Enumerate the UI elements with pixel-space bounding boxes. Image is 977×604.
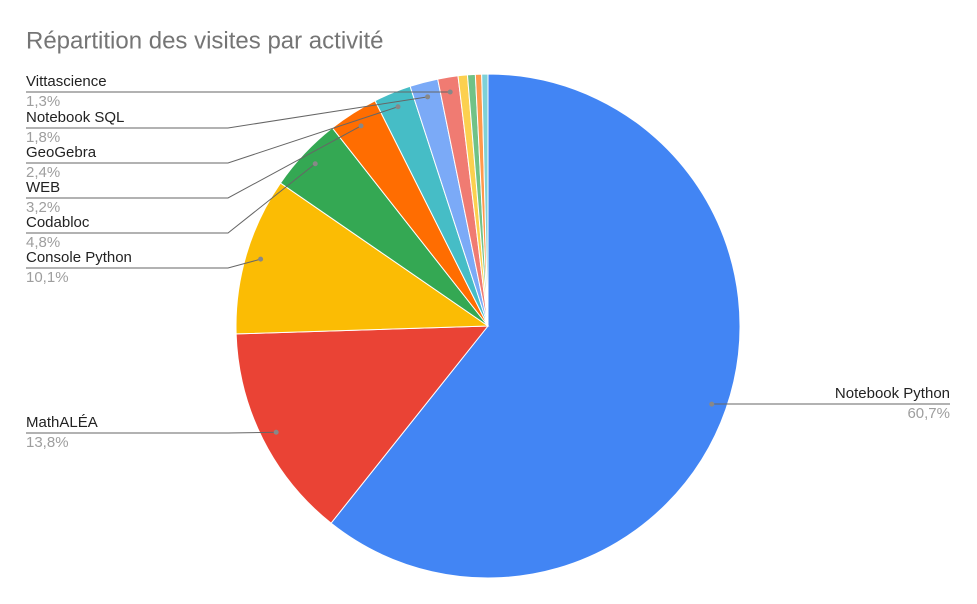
slice-label: WEB <box>26 179 60 196</box>
pie-slice <box>235 325 490 524</box>
leader-dot <box>447 89 453 95</box>
leader-dot <box>709 401 715 407</box>
pie-slice <box>330 73 741 579</box>
slice-label: Notebook Python <box>835 385 950 402</box>
slice-label: GeoGebra <box>26 144 97 161</box>
slice-value-label: 10,1% <box>26 269 69 286</box>
slice-label: MathALÉA <box>26 414 98 431</box>
pie-slice <box>481 73 489 327</box>
slice-value-label: 60,7% <box>907 405 950 422</box>
leader-line <box>26 163 316 234</box>
leader-line <box>26 258 261 269</box>
leader-dot <box>425 94 431 100</box>
slice-value-label: 1,3% <box>26 93 60 110</box>
pie-slice <box>235 182 490 335</box>
leader-line <box>26 431 277 434</box>
slice-value-label: 1,8% <box>26 129 60 146</box>
leader-dot <box>258 256 264 262</box>
chart-title: Répartition des visites par activité <box>26 27 384 54</box>
leader-dot <box>312 161 318 167</box>
slice-label: Notebook SQL <box>26 109 124 126</box>
leader-line <box>26 96 428 129</box>
leader-dot <box>273 429 279 435</box>
slice-label: Vittascience <box>26 73 107 90</box>
slice-value-label: 3,2% <box>26 199 60 216</box>
leader-dot <box>395 104 401 110</box>
slice-label: Codabloc <box>26 214 90 231</box>
leader-dot <box>358 123 364 129</box>
slice-value-label: 2,4% <box>26 164 60 181</box>
slice-label: Console Python <box>26 249 132 266</box>
leader-line <box>26 106 399 164</box>
slice-value-label: 4,8% <box>26 234 60 251</box>
leader-line <box>26 125 362 199</box>
slice-value-label: 13,8% <box>26 434 69 451</box>
